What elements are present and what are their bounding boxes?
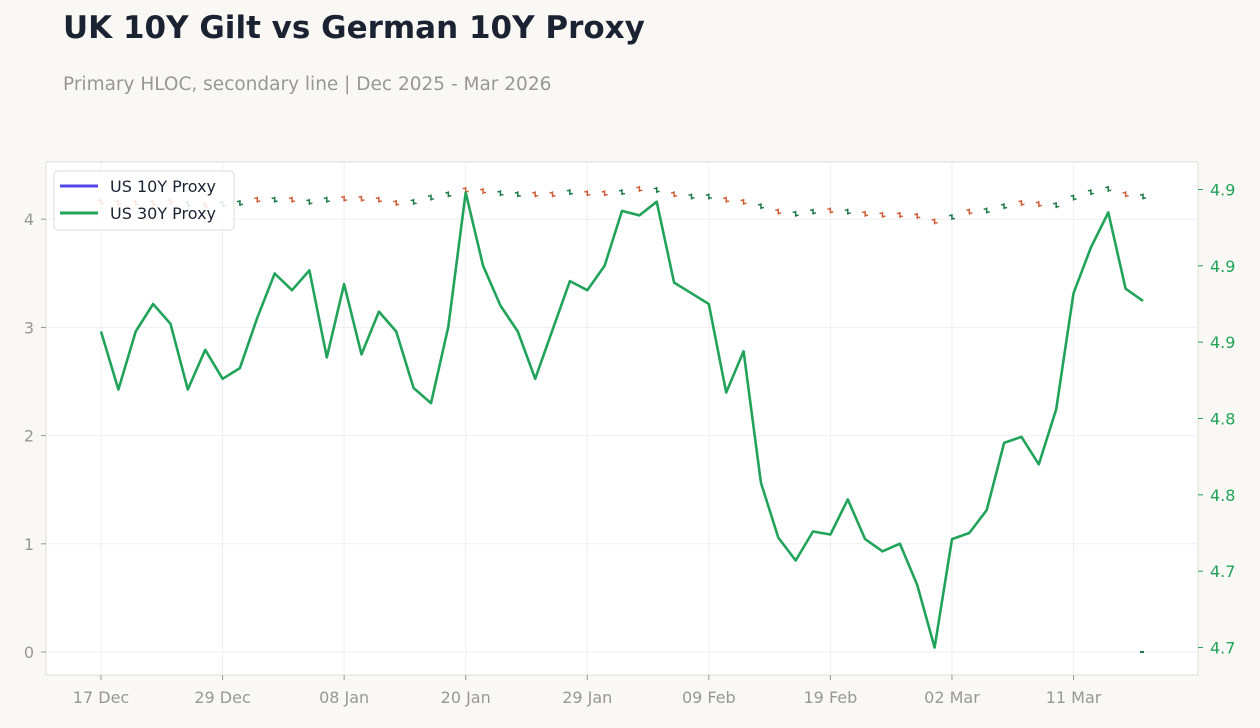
line-series: [99, 191, 1144, 649]
left-y-tick-label: 3: [24, 318, 34, 337]
hloc-bar: [948, 214, 955, 221]
legend: US 10Y Proxy US 30Y Proxy: [53, 170, 235, 231]
hloc-bar: [410, 198, 417, 205]
grid-lines: [46, 162, 1198, 675]
right-y-tick-label: 4.7: [1210, 639, 1235, 658]
hloc-bar: [896, 211, 903, 218]
hloc-bar: [1018, 199, 1025, 206]
us-30y-proxy-line: [99, 191, 1144, 649]
hloc-bar: [254, 196, 261, 203]
right-y-tick-label: 4.8: [1210, 486, 1235, 505]
hloc-bar: [601, 190, 608, 197]
hloc-bar: [514, 191, 521, 198]
hloc-bar: [914, 212, 921, 219]
chart-title: UK 10Y Gilt vs German 10Y Proxy: [63, 10, 645, 46]
hloc-bar: [619, 189, 625, 196]
left-y-tick-label: 0: [24, 643, 34, 662]
hloc-bar: [323, 196, 330, 203]
hloc-bar: [671, 191, 678, 198]
hloc-bar: [427, 194, 434, 201]
x-tick-label: 29 Dec: [194, 688, 250, 707]
hloc-bar: [862, 210, 869, 217]
hloc-bar: [1070, 194, 1077, 201]
hloc-bar: [740, 198, 747, 205]
hloc-bar: [375, 196, 382, 203]
plot-area: [45, 161, 1199, 676]
right-y-tick-label: 4.9: [1210, 333, 1235, 352]
hloc-bar: [358, 195, 365, 202]
x-tick-label: 08 Jan: [319, 688, 369, 707]
hloc-bar: [1035, 201, 1042, 208]
x-tick-label: 09 Feb: [682, 688, 736, 707]
hloc-bar: [1053, 202, 1060, 209]
hloc-bar: [584, 190, 591, 197]
hloc-bar: [1105, 185, 1112, 192]
right-y-tick-label: 4.7: [1210, 562, 1235, 581]
hloc-bar: [723, 196, 730, 203]
right-y-tick-label: 4.9: [1210, 257, 1235, 276]
x-tick-label: 20 Jan: [441, 688, 491, 707]
left-y-tick-label: 1: [24, 535, 34, 554]
hloc-bar: [480, 188, 487, 195]
hloc-bar: [549, 191, 556, 198]
hloc-bar: [966, 208, 973, 215]
hloc-bar: [445, 191, 452, 198]
hloc-bar: [810, 208, 817, 215]
x-tick-label: 17 Dec: [73, 688, 129, 707]
hloc-bar: [532, 191, 539, 198]
hloc-bar: [1140, 193, 1146, 200]
left-y-tick-label: 2: [24, 427, 34, 446]
left-y-tick-label: 4: [24, 210, 34, 229]
right-y-tick-label: 4.9: [1210, 180, 1235, 199]
hloc-bar: [271, 196, 278, 203]
hloc-bar: [289, 196, 296, 203]
x-tick-label: 02 Mar: [924, 688, 980, 707]
hloc-bar: [983, 207, 990, 214]
hloc-bar: [757, 203, 764, 210]
x-axis: 17 Dec 29 Dec 08 Jan 20 Jan 29 Jan 09 Feb 19 F…: [73, 675, 1102, 707]
hloc-bar: [497, 190, 504, 197]
left-y-axis: 0 1 2 3 4: [24, 210, 46, 662]
hloc-bar: [775, 208, 782, 215]
x-tick-label: 19 Feb: [804, 688, 858, 707]
hloc-bar: [792, 210, 799, 217]
hloc-bar: [844, 208, 851, 215]
x-tick-label: 11 Mar: [1046, 688, 1102, 707]
hloc-bar: [236, 199, 243, 206]
hloc-bar: [566, 189, 573, 196]
hloc-bar: [341, 195, 348, 202]
hloc-bar: [653, 186, 660, 193]
hloc-bar: [705, 193, 712, 200]
chart-subtitle: Primary HLOC, secondary line | Dec 2025 …: [63, 74, 552, 95]
hloc-bar: [1087, 189, 1094, 196]
hloc-bar: [688, 193, 695, 200]
legend-label: US 30Y Proxy: [110, 204, 216, 223]
hloc-bar: [636, 185, 643, 192]
right-y-axis: 4.7 4.7 4.8 4.8 4.9 4.9 4.9: [1198, 180, 1235, 658]
x-tick-label: 29 Jan: [562, 688, 612, 707]
legend-box: [53, 170, 235, 231]
hloc-bar: [1001, 203, 1008, 210]
hloc-bar: [931, 218, 938, 225]
legend-label: US 10Y Proxy: [110, 177, 216, 196]
right-y-tick-label: 4.8: [1210, 410, 1235, 429]
hloc-bar: [1122, 191, 1129, 198]
hloc-bar: [879, 211, 886, 218]
hloc-bar: [393, 199, 400, 206]
hloc-bar: [827, 207, 834, 214]
hloc-bar: [306, 198, 313, 205]
